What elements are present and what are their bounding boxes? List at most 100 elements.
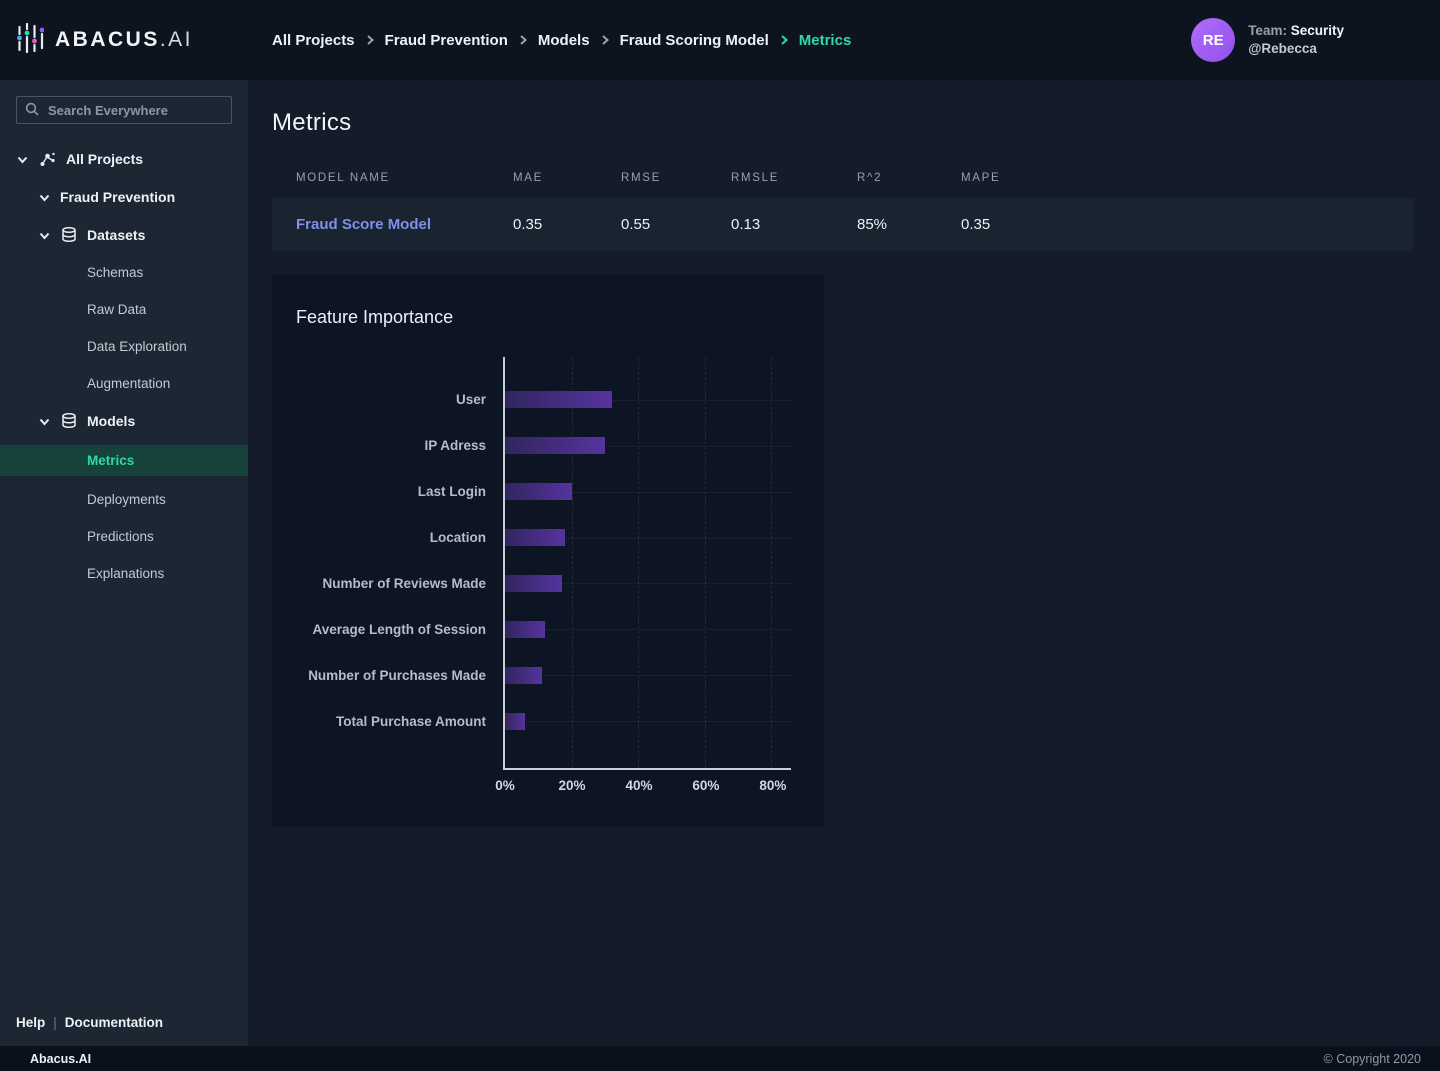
abacus-logo-icon [17,21,44,60]
breadcrumb-all-projects[interactable]: All Projects [272,32,355,49]
x-axis-tick-label: 60% [692,778,719,793]
chart-row [505,423,793,469]
brand-logo[interactable]: ABACUS.AI [0,21,248,60]
sidebar-item-datasets[interactable]: Datasets [0,216,248,254]
chart-row [505,698,793,744]
divider: | [53,1015,57,1030]
sidebar-item-label: Data Exploration [87,339,187,354]
feature-importance-bar [505,713,525,730]
rmsle-value: 0.13 [731,216,857,233]
search-icon [25,102,40,122]
chart-category-label: Number of Reviews Made [296,561,503,607]
sidebar-item-deployments[interactable]: Deployments [0,481,248,518]
sidebar-item-data-exploration[interactable]: Data Exploration [0,328,248,365]
sidebar-item-predictions[interactable]: Predictions [0,518,248,555]
chevron-down-icon [38,229,51,242]
footer-brand: Abacus.AI [30,1052,91,1066]
column-header-mae: MAE [513,172,621,184]
chart-row [505,515,793,561]
chevron-right-icon [778,34,790,46]
sidebar-item-models[interactable]: Models [0,402,248,440]
sidebar-item-label: Explanations [87,566,164,581]
documentation-link[interactable]: Documentation [65,1015,163,1030]
chart-category-label: Average Length of Session [296,606,503,652]
sidebar-item-label: Models [87,413,135,429]
chart-y-labels: UserIP AdressLast LoginLocationNumber of… [296,377,503,744]
column-header-rmse: RMSE [621,172,731,184]
column-header-r2: R^2 [857,172,961,184]
database-icon [60,226,78,244]
sidebar-item-augmentation[interactable]: Augmentation [0,365,248,402]
sidebar-item-label: Datasets [87,227,145,243]
brand-name: ABACUS.AI [55,28,193,52]
sidebar-item-explanations[interactable]: Explanations [0,555,248,592]
search-input[interactable] [16,96,232,124]
sidebar-item-all-projects[interactable]: All Projects [0,140,248,178]
horizontal-gridline [505,629,793,630]
chart-title: Feature Importance [296,307,800,328]
sidebar-item-label: Raw Data [87,302,146,317]
chart-row [505,561,793,607]
footer-bar: Abacus.AI © Copyright 2020 [0,1046,1440,1071]
chart-row [505,606,793,652]
sidebar-item-raw-data[interactable]: Raw Data [0,291,248,328]
mape-value: 0.35 [961,216,1414,233]
table-row: Fraud Score Model 0.35 0.55 0.13 85% 0.3… [272,198,1414,251]
avatar[interactable]: RE [1191,18,1235,62]
r2-value: 85% [857,216,961,233]
breadcrumb-fraud-prevention[interactable]: Fraud Prevention [385,32,508,49]
chevron-right-icon [599,34,611,46]
column-header-model-name: MODEL NAME [296,172,513,184]
horizontal-gridline [505,721,793,722]
x-axis-tick-label: 0% [495,778,515,793]
chart-category-label: Total Purchase Amount [296,698,503,744]
sidebar-item-label: Predictions [87,529,154,544]
sidebar-item-label: Deployments [87,492,166,507]
feature-importance-card: Feature Importance UserIP AdressLast Log… [272,274,824,827]
sidebar-item-label: All Projects [66,151,143,167]
user-handle: @Rebecca [1248,40,1344,58]
chart-row [505,377,793,423]
chevron-down-icon [38,415,51,428]
sidebar-item-label: Augmentation [87,376,170,391]
chart-category-label: User [296,377,503,423]
main-content: Metrics MODEL NAME MAE RMSE RMSLE R^2 MA… [248,80,1440,1046]
feature-importance-bar [505,391,612,408]
breadcrumb-metrics[interactable]: Metrics [799,32,852,49]
top-bar: ABACUS.AI All Projects Fraud Prevention … [0,0,1440,80]
sidebar-item-fraud-prevention[interactable]: Fraud Prevention [0,178,248,216]
help-link[interactable]: Help [16,1015,45,1030]
chevron-right-icon [517,34,529,46]
sidebar-item-label: Schemas [87,265,143,280]
sidebar-item-label: Metrics [87,453,134,468]
feature-importance-bar [505,667,542,684]
metrics-table: MODEL NAME MAE RMSE RMSLE R^2 MAPE Fraud… [272,158,1414,251]
chart-x-axis-ticks: 0%20%40%60%80% [505,770,793,800]
column-header-mape: MAPE [961,172,1414,184]
sidebar-item-label: Fraud Prevention [60,189,175,205]
chart-category-label: Location [296,515,503,561]
breadcrumb: All Projects Fraud Prevention Models Fra… [272,32,851,49]
horizontal-gridline [505,675,793,676]
sidebar-item-metrics[interactable]: Metrics [0,445,248,476]
chevron-down-icon [38,191,51,204]
chart-row [505,652,793,698]
chart-category-label: IP Adress [296,423,503,469]
model-name-link[interactable]: Fraud Score Model [296,216,513,233]
breadcrumb-models[interactable]: Models [538,32,590,49]
column-header-rmsle: RMSLE [731,172,857,184]
page-title: Metrics [272,109,1440,137]
user-menu: RE Team: Security @Rebecca [1191,18,1440,62]
search-wrap [16,96,232,124]
chevron-right-icon [364,34,376,46]
x-axis-tick-label: 20% [558,778,585,793]
chart-category-label: Number of Purchases Made [296,652,503,698]
sidebar: All Projects Fraud Prevention Datasets S… [0,80,248,1046]
x-axis-tick-label: 40% [625,778,652,793]
breadcrumb-fraud-scoring-model[interactable]: Fraud Scoring Model [620,32,769,49]
rmse-value: 0.55 [621,216,731,233]
mae-value: 0.35 [513,216,621,233]
chart-category-label: Last Login [296,469,503,515]
sidebar-item-schemas[interactable]: Schemas [0,254,248,291]
feature-importance-bar [505,575,562,592]
